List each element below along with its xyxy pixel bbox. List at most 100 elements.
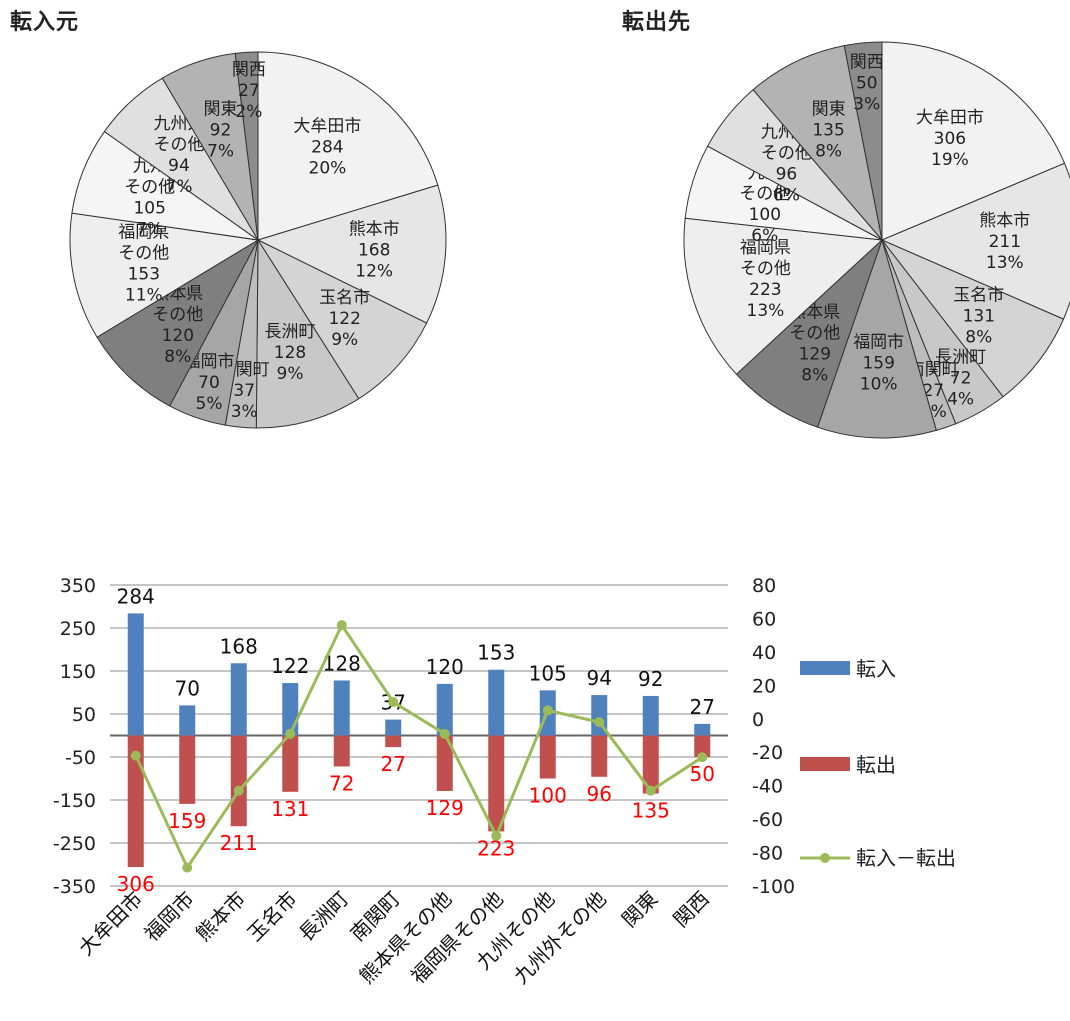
inflow-slice-label-line: 8% <box>164 347 191 367</box>
outflow-bar <box>539 735 556 779</box>
inflow-slice <box>234 51 259 241</box>
inflow-slice-label: 福岡県その他 153 11% <box>118 223 169 306</box>
outflow-slice-label-line: 福岡市 <box>853 333 904 353</box>
inflow-slice-label: 関東 92 7% <box>204 100 238 162</box>
outflow-slice-label-line: 129 <box>799 344 831 364</box>
left-axis-tick-label: -250 <box>53 833 96 855</box>
inflow-pie-title: 転入元 <box>10 10 80 35</box>
outflow-bar <box>282 735 299 792</box>
inflow-slice-label-line: 120 <box>162 326 194 346</box>
outflow-bar <box>179 735 196 804</box>
net-line-point <box>285 728 296 739</box>
inflow-slice-label: 大牟田市 284 20% <box>293 116 361 178</box>
inflow-slice-label-line: 122 <box>328 309 360 329</box>
outflow-slice-label-line: 4% <box>947 390 974 410</box>
inflow-slice <box>256 184 447 324</box>
inflow-slice-label-line: 熊本市 <box>349 219 400 239</box>
inflow-slice-label: 福岡市 70 5% <box>184 352 235 414</box>
net-line-point <box>182 862 193 873</box>
inflow-data-label: 94 <box>587 666 612 690</box>
left-axis-tick-label: 50 <box>72 704 96 726</box>
outflow-slice-label-line: 長洲町 <box>935 348 986 368</box>
inflow-data-label: 27 <box>690 695 715 719</box>
inflow-data-label: 92 <box>638 667 663 691</box>
inflow-data-label: 70 <box>175 676 200 700</box>
inflow-slice-label-line: 5% <box>196 394 223 414</box>
inflow-slice-label-line: 玉名市 <box>319 288 370 308</box>
net-line <box>134 622 704 871</box>
category-label: 長洲町 <box>294 887 353 946</box>
legend-net-marker <box>820 853 830 863</box>
outflow-slice-label-line: その他 <box>740 259 791 279</box>
legend-outflow-label: 転出 <box>856 753 896 777</box>
outflow-slice-label-line: 関東 <box>812 100 846 120</box>
outflow-slice-label-line: 50 <box>856 73 878 93</box>
inflow-slice-label-line: 関西 <box>232 60 266 80</box>
outflow-slice-label-line: 8% <box>965 328 992 348</box>
inflow-data-label: 122 <box>271 654 309 678</box>
inflow-slice-label: 関西 27 2% <box>232 60 266 122</box>
outflow-data-label: 129 <box>426 796 464 820</box>
net-line-point <box>439 728 450 739</box>
inflow-data-label: 153 <box>477 641 515 665</box>
outflow-slice <box>880 162 1070 320</box>
outflow-slice <box>881 41 1066 241</box>
outflow-bar <box>385 735 402 748</box>
outflow-bar <box>591 735 608 777</box>
right-axis-tick-label: -40 <box>752 776 783 798</box>
left-axis-tick-label: -150 <box>53 790 96 812</box>
net-line-point <box>130 750 141 761</box>
outflow-slice-label-line: その他 <box>789 323 840 343</box>
net-line-point <box>233 785 244 796</box>
outflow-data-label: 159 <box>168 809 206 833</box>
inflow-bar <box>282 683 299 736</box>
outflow-slice-label-line: 306 <box>934 129 966 149</box>
left-axis-tick-label: 350 <box>60 575 96 597</box>
inflow-slice-label: 熊本県その他 120 8% <box>152 284 203 367</box>
inflow-bar <box>230 663 247 736</box>
net-line-point <box>697 752 708 763</box>
outflow-slice-label: 長洲町 72 4% <box>935 348 986 410</box>
outflow-slice-label-line: 8% <box>801 365 828 385</box>
outflow-slice-label-line: 6% <box>751 226 778 246</box>
inflow-slice-label-line: 284 <box>311 137 343 157</box>
outflow-slice-label-line: 大牟田市 <box>916 108 984 128</box>
category-label: 熊本市 <box>191 887 250 946</box>
inflow-slice-label-line: 9% <box>331 330 358 350</box>
left-axis-tick-label: -350 <box>53 876 96 898</box>
outflow-slice-label-line: 8% <box>815 142 842 162</box>
inflow-slice <box>96 238 260 407</box>
outflow-data-label: 72 <box>329 771 354 795</box>
outflow-slice-label-line: 13% <box>747 301 785 321</box>
outflow-slice-label: 熊本市 211 13% <box>979 211 1030 273</box>
inflow-slice-label-line: 福岡市 <box>184 352 235 372</box>
outflow-pie-title: 転出先 <box>622 10 692 35</box>
inflow-slice-label-line: 7% <box>136 219 163 239</box>
outflow-bar <box>642 735 659 794</box>
inflow-slice-label-line: その他 <box>154 135 205 155</box>
inflow-slice-label-line: 27 <box>238 81 260 101</box>
right-axis-tick-label: 80 <box>752 575 776 597</box>
inflow-slice-label-line: その他 <box>124 177 175 197</box>
inflow-slice-label-line: 20% <box>309 158 347 178</box>
inflow-data-label: 168 <box>220 634 258 658</box>
outflow-slice <box>752 45 883 242</box>
outflow-slice <box>735 239 883 428</box>
outflow-slice-label-line: 玉名市 <box>953 286 1004 306</box>
inflow-slice-label-line: 大牟田市 <box>293 116 361 136</box>
outflow-slice <box>843 41 883 241</box>
inflow-slice-label-line: 7% <box>166 177 193 197</box>
outflow-slice-label-line: 131 <box>963 307 995 327</box>
outflow-bar <box>230 735 247 827</box>
outflow-bar <box>127 735 144 868</box>
outflow-slice-label-line: 96 <box>776 165 798 185</box>
inflow-slice-label-line: 37 <box>233 381 255 401</box>
inflow-slice-label-line: 11% <box>125 286 163 306</box>
inflow-slice-label: 長洲町 128 9% <box>265 322 316 384</box>
legend-net-label: 転入－転出 <box>856 846 956 870</box>
outflow-slice-label-line: 159 <box>862 354 894 374</box>
inflow-slice-label-line: 福岡県 <box>118 223 169 243</box>
category-label: 関東 <box>617 887 662 932</box>
net-line-point <box>542 705 553 716</box>
